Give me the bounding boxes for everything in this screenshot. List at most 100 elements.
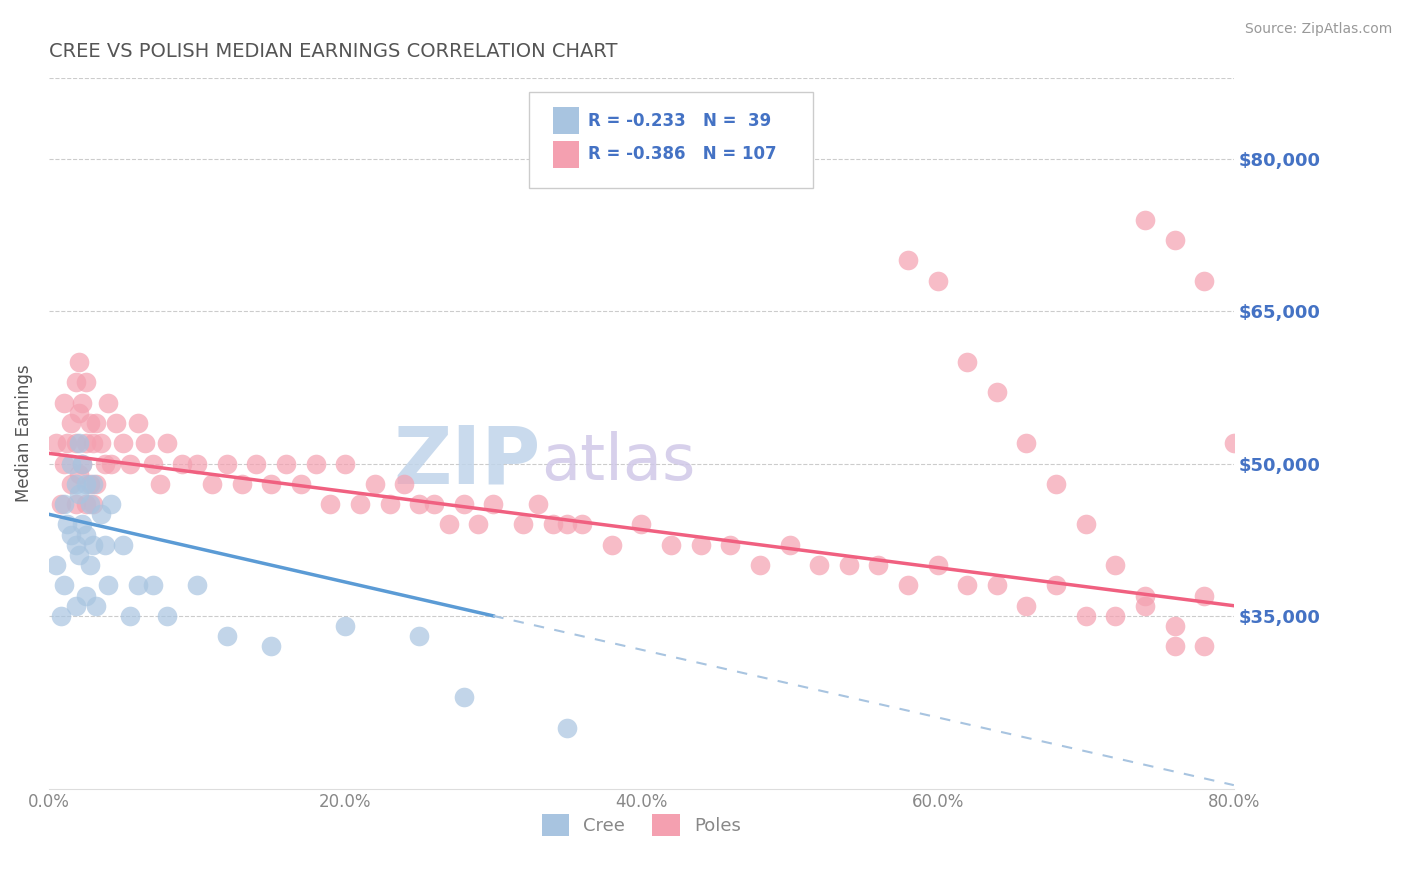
Point: [79, 416, 101, 430]
Point: [49, 497, 72, 511]
Point: [86, 599, 108, 613]
Point: [156, 436, 179, 450]
Point: [467, 517, 489, 532]
Point: [319, 497, 342, 511]
Point: [75, 376, 97, 390]
Point: [82, 497, 104, 511]
Point: [600, 538, 623, 552]
Point: [1045, 578, 1067, 592]
Point: [94, 538, 117, 552]
Point: [79, 476, 101, 491]
Point: [1104, 608, 1126, 623]
Point: [453, 497, 475, 511]
Point: [423, 497, 446, 511]
Point: [186, 578, 208, 592]
Point: [100, 497, 122, 511]
Point: [90, 436, 112, 450]
Point: [290, 476, 312, 491]
Point: [868, 558, 890, 573]
Point: [718, 538, 741, 552]
Point: [215, 457, 238, 471]
Point: [149, 476, 172, 491]
Point: [986, 385, 1008, 400]
Point: [541, 517, 564, 532]
Point: [112, 538, 135, 552]
Point: [55, 436, 77, 450]
Point: [1015, 599, 1038, 613]
Point: [100, 457, 122, 471]
Point: [1163, 640, 1185, 654]
Point: [1133, 589, 1156, 603]
Point: [60, 476, 83, 491]
Point: [134, 436, 156, 450]
Bar: [553, 141, 579, 168]
Point: [55, 517, 77, 532]
Point: [60, 457, 83, 471]
Point: [335, 619, 357, 633]
Point: [748, 558, 770, 573]
Point: [82, 476, 104, 491]
Point: [75, 497, 97, 511]
Point: [897, 578, 920, 592]
Point: [1045, 476, 1067, 491]
Point: [70, 457, 93, 471]
FancyBboxPatch shape: [529, 92, 813, 188]
Point: [1104, 558, 1126, 573]
Text: ZIP: ZIP: [394, 423, 541, 500]
Point: [67, 467, 90, 481]
Text: R = -0.386   N = 107: R = -0.386 N = 107: [588, 145, 776, 163]
Point: [142, 457, 165, 471]
Point: [659, 538, 682, 552]
Bar: [553, 107, 579, 135]
Point: [1074, 608, 1097, 623]
Point: [557, 721, 579, 735]
Point: [1192, 640, 1215, 654]
Point: [571, 517, 593, 532]
Point: [408, 629, 430, 643]
Point: [86, 476, 108, 491]
Text: Source: ZipAtlas.com: Source: ZipAtlas.com: [1244, 22, 1392, 37]
Text: R = -0.233   N =  39: R = -0.233 N = 39: [588, 112, 772, 130]
Y-axis label: Median Earnings: Median Earnings: [15, 364, 32, 502]
Point: [304, 457, 326, 471]
Point: [364, 476, 387, 491]
Point: [231, 476, 253, 491]
Point: [897, 253, 920, 268]
Point: [65, 476, 87, 491]
Point: [60, 416, 83, 430]
Point: [127, 578, 149, 592]
Point: [956, 355, 979, 369]
Point: [779, 538, 801, 552]
Point: [172, 457, 194, 471]
Point: [378, 497, 401, 511]
Point: [120, 457, 142, 471]
Point: [45, 558, 67, 573]
Point: [86, 416, 108, 430]
Point: [65, 376, 87, 390]
Point: [1192, 589, 1215, 603]
Point: [65, 538, 87, 552]
Legend: Cree, Poles: Cree, Poles: [534, 807, 748, 844]
Text: atlas: atlas: [541, 431, 695, 492]
Point: [60, 527, 83, 541]
Point: [127, 416, 149, 430]
Point: [956, 578, 979, 592]
Point: [808, 558, 831, 573]
Point: [49, 608, 72, 623]
Point: [1133, 599, 1156, 613]
Point: [67, 355, 90, 369]
Point: [142, 578, 165, 592]
Point: [70, 457, 93, 471]
Point: [65, 497, 87, 511]
Point: [70, 517, 93, 532]
Point: [986, 578, 1008, 592]
Point: [335, 457, 357, 471]
Point: [526, 497, 548, 511]
Point: [75, 476, 97, 491]
Text: CREE VS POLISH MEDIAN EARNINGS CORRELATION CHART: CREE VS POLISH MEDIAN EARNINGS CORRELATI…: [49, 42, 617, 61]
Point: [75, 589, 97, 603]
Point: [245, 457, 267, 471]
Point: [349, 497, 371, 511]
Point: [394, 476, 416, 491]
Point: [97, 578, 120, 592]
